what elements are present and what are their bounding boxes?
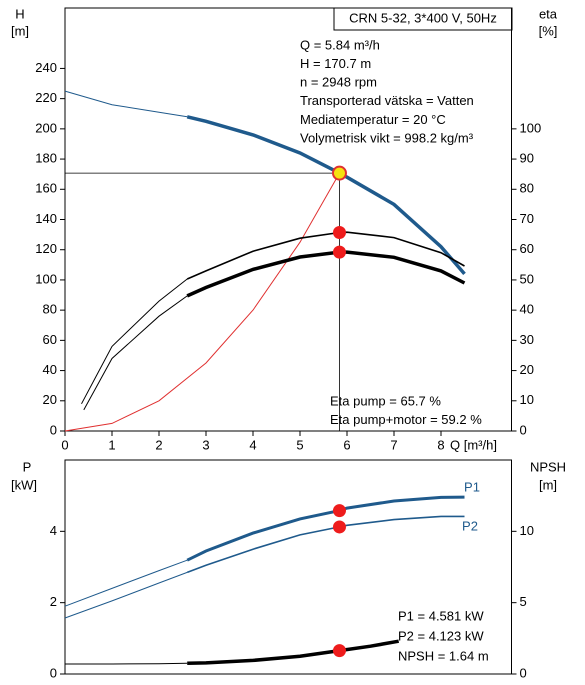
y2-axis-label: [m] [539, 477, 557, 492]
y2-axis-label: [%] [539, 23, 558, 38]
y-tick-label: 80 [43, 302, 57, 317]
y-tick-label: 40 [43, 362, 57, 377]
x-tick-label: 4 [249, 437, 256, 452]
note: Eta pump = 65.7 % [330, 393, 441, 408]
y2-tick-label: 5 [520, 594, 527, 609]
duty-point [332, 520, 346, 534]
x-tick-label: 7 [390, 437, 397, 452]
curve [187, 639, 400, 666]
info-line: Mediatemperatur = 20 °C [300, 112, 446, 127]
curve [65, 662, 188, 665]
x-tick-label: 5 [296, 437, 303, 452]
y2-tick-label: 20 [520, 362, 534, 377]
y-tick-label: 100 [35, 271, 57, 286]
x-tick-label: 6 [343, 437, 350, 452]
y2-tick-label: 60 [520, 241, 534, 256]
x-tick-label: 0 [61, 437, 68, 452]
y-axis-label: [kW] [11, 477, 37, 492]
curve [64, 90, 188, 118]
y2-tick-label: 80 [520, 181, 534, 196]
y-tick-label: 180 [35, 151, 57, 166]
y-tick-label: 60 [43, 332, 57, 347]
y-tick-label: 4 [50, 523, 57, 538]
plot-frame [64, 7, 512, 432]
curve [64, 571, 188, 619]
y-tick-label: 160 [35, 181, 57, 196]
y-tick-label: 20 [43, 392, 57, 407]
curve-label: P1 [464, 479, 480, 494]
curve [186, 515, 465, 574]
y2-tick-label: 0 [520, 422, 527, 437]
y2-tick-label: 10 [520, 523, 534, 538]
curve-label: P2 [462, 518, 478, 533]
y-tick-label: 140 [35, 211, 57, 226]
duty-point [332, 644, 346, 658]
x-tick-label: 3 [202, 437, 209, 452]
y-tick-label: 200 [35, 120, 57, 135]
y2-tick-label: 70 [520, 211, 534, 226]
y-axis-label: P [23, 459, 32, 474]
y-tick-label: 2 [50, 594, 57, 609]
x-axis-label: Q [m³/h] [450, 437, 497, 452]
y2-tick-label: 0 [520, 665, 527, 680]
plot-frame [64, 459, 512, 675]
y2-axis-label: eta [539, 6, 558, 21]
y-axis-label: H [15, 6, 24, 21]
info-line: n = 2948 rpm [300, 75, 377, 90]
y-tick-label: 0 [50, 665, 57, 680]
curve [83, 295, 188, 411]
duty-point [332, 504, 346, 518]
x-tick-label: 2 [155, 437, 162, 452]
chart-title: CRN 5-32, 3*400 V, 50Hz [349, 10, 497, 25]
note: P1 = 4.581 kW [398, 608, 484, 623]
note: NPSH = 1.64 m [398, 648, 489, 663]
info-line: H = 170.7 m [300, 56, 371, 71]
note: P2 = 4.123 kW [398, 628, 484, 643]
y-tick-label: 0 [50, 422, 57, 437]
y-tick-label: 220 [35, 90, 57, 105]
info-line: Transporterad vätska = Vatten [300, 93, 474, 108]
curve [81, 278, 188, 405]
y2-tick-label: 100 [520, 120, 542, 135]
y-axis-label: [m] [11, 23, 29, 38]
y2-axis-label: NPSH [530, 459, 566, 474]
info-line: Volymetrisk vikt = 998.2 kg/m³ [300, 130, 474, 145]
curve [64, 172, 340, 432]
curve [186, 495, 465, 562]
info-line: Q = 5.84 m³/h [300, 37, 380, 52]
x-tick-label: 1 [108, 437, 115, 452]
y2-tick-label: 30 [520, 332, 534, 347]
duty-point [332, 225, 346, 239]
curve [64, 559, 188, 607]
y-tick-label: 240 [35, 60, 57, 75]
y2-tick-label: 90 [520, 151, 534, 166]
duty-point [332, 245, 346, 259]
y2-tick-label: 40 [520, 302, 534, 317]
x-tick-label: 8 [437, 437, 444, 452]
y2-tick-label: 50 [520, 271, 534, 286]
curve [186, 231, 465, 280]
duty-point [331, 165, 347, 181]
curve [186, 250, 466, 298]
y2-tick-label: 10 [520, 392, 534, 407]
y-tick-label: 120 [35, 241, 57, 256]
note: Eta pump+motor = 59.2 % [330, 412, 482, 427]
